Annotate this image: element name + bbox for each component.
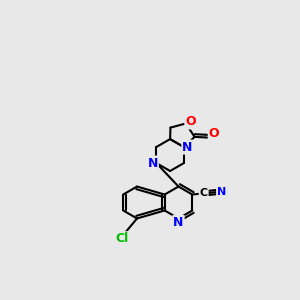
- Text: C: C: [200, 188, 208, 198]
- Text: N: N: [182, 141, 193, 154]
- Text: N: N: [173, 216, 184, 229]
- Text: O: O: [185, 116, 196, 128]
- Text: Cl: Cl: [115, 232, 128, 245]
- Text: O: O: [209, 128, 219, 140]
- Text: N: N: [217, 187, 226, 197]
- Text: N: N: [148, 157, 158, 169]
